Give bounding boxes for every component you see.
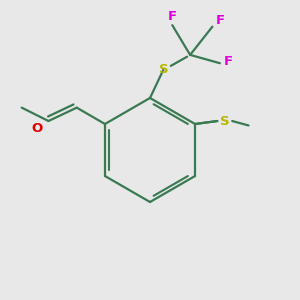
Text: S: S xyxy=(159,63,168,76)
Text: F: F xyxy=(216,14,225,27)
Text: O: O xyxy=(32,122,43,135)
Text: F: F xyxy=(168,10,177,23)
Text: S: S xyxy=(220,115,230,128)
Text: F: F xyxy=(224,55,233,68)
